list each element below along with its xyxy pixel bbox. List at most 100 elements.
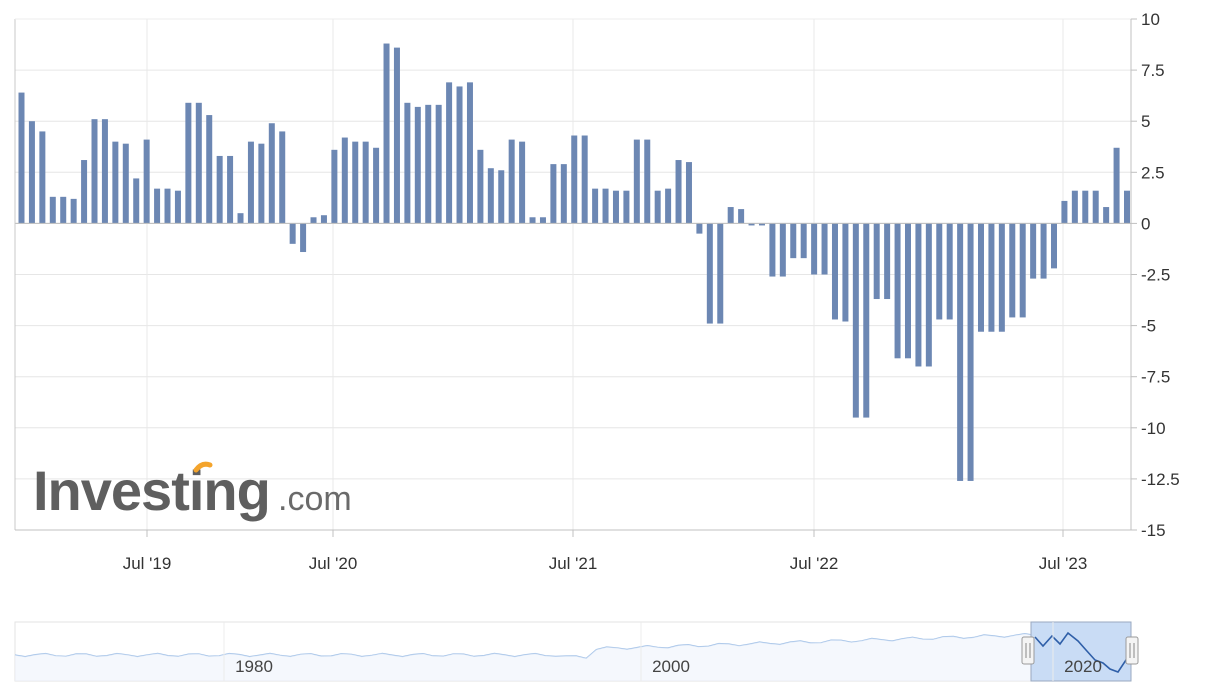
bar [706,223,713,324]
bar [560,164,567,224]
bar [60,196,67,224]
bar [498,170,505,224]
bar [925,223,932,367]
bar [800,223,807,259]
bar [1040,223,1047,279]
bar [665,188,672,224]
bar [884,223,891,300]
bar [206,115,213,224]
bar [320,215,327,224]
navigator-label: 1980 [235,657,273,676]
bar [852,223,859,418]
bar [477,149,484,224]
bar [873,223,880,300]
bar [904,223,911,359]
bar [174,190,181,224]
bar [300,223,307,253]
navigator-label: 2000 [652,657,690,676]
bar [612,190,619,224]
bar [738,209,745,224]
y-tick-label: 10 [1141,10,1160,29]
bar [758,223,765,226]
bar [341,137,348,224]
bar [425,104,432,224]
bar [633,139,640,224]
bar [769,223,776,277]
bar [539,217,546,224]
bar [894,223,901,359]
bar [331,149,338,224]
bar [456,86,463,224]
bar [1009,223,1016,318]
x-tick-label: Jul '23 [1039,554,1088,573]
bar [487,168,494,224]
bar [154,188,161,224]
bar [18,92,25,224]
navigator-selected-line [1034,631,1131,673]
grid-layer [15,18,1131,531]
watermark-brand-text: Investing [33,459,270,522]
bar [112,141,119,224]
y-tick-label: 7.5 [1141,61,1165,80]
y-tick-label: -10 [1141,419,1166,438]
bar [466,82,473,224]
bar [936,223,943,320]
bar [915,223,922,367]
bar [70,198,77,224]
bar [237,213,244,224]
bar [957,223,964,481]
x-tick-label: Jul '19 [123,554,172,573]
bar [967,223,974,481]
bar [268,123,275,224]
y-tick-label: -7.5 [1141,368,1170,387]
watermark-suffix-text: .com [278,480,352,518]
navigator-right-handle[interactable] [1125,636,1139,665]
navigator-overview-area [15,633,1035,681]
bar [227,155,234,224]
x-tick-label: Jul '20 [309,554,358,573]
bar [164,188,171,224]
bar [446,82,453,224]
bar [790,223,797,259]
bar [101,119,108,224]
bar [821,223,828,275]
bar [247,141,254,224]
bar [414,106,421,224]
bars-layer [15,43,1131,481]
bar [1092,190,1099,224]
bar [508,139,515,224]
bar [602,188,609,224]
navigator[interactable]: 1980 2000 2020 [14,621,1139,682]
bar [39,131,46,224]
bar [977,223,984,332]
bar [592,188,599,224]
bar [373,147,380,224]
bar [571,135,578,224]
bar [1082,190,1089,224]
bar [748,223,755,226]
bar [1113,147,1120,224]
bar [779,223,786,277]
bar [404,102,411,224]
bar [623,190,630,224]
bar [28,121,35,224]
bar [383,43,390,224]
bar [550,164,557,224]
bar [1071,190,1078,224]
bar [644,139,651,224]
y-tick-label: -12.5 [1141,470,1180,489]
bar [1051,223,1057,269]
bar [519,141,526,224]
y-tick-label: -15 [1141,521,1166,540]
bar [310,217,317,224]
navigator-left-handle[interactable] [1021,636,1035,665]
y-tick-label: -5 [1141,317,1156,336]
bar [998,223,1005,332]
bar [863,223,870,418]
bar [727,207,734,224]
bar [195,102,202,224]
bar [946,223,953,320]
investing-watermark-logo: Investing .com [33,459,352,522]
bar [122,143,129,224]
